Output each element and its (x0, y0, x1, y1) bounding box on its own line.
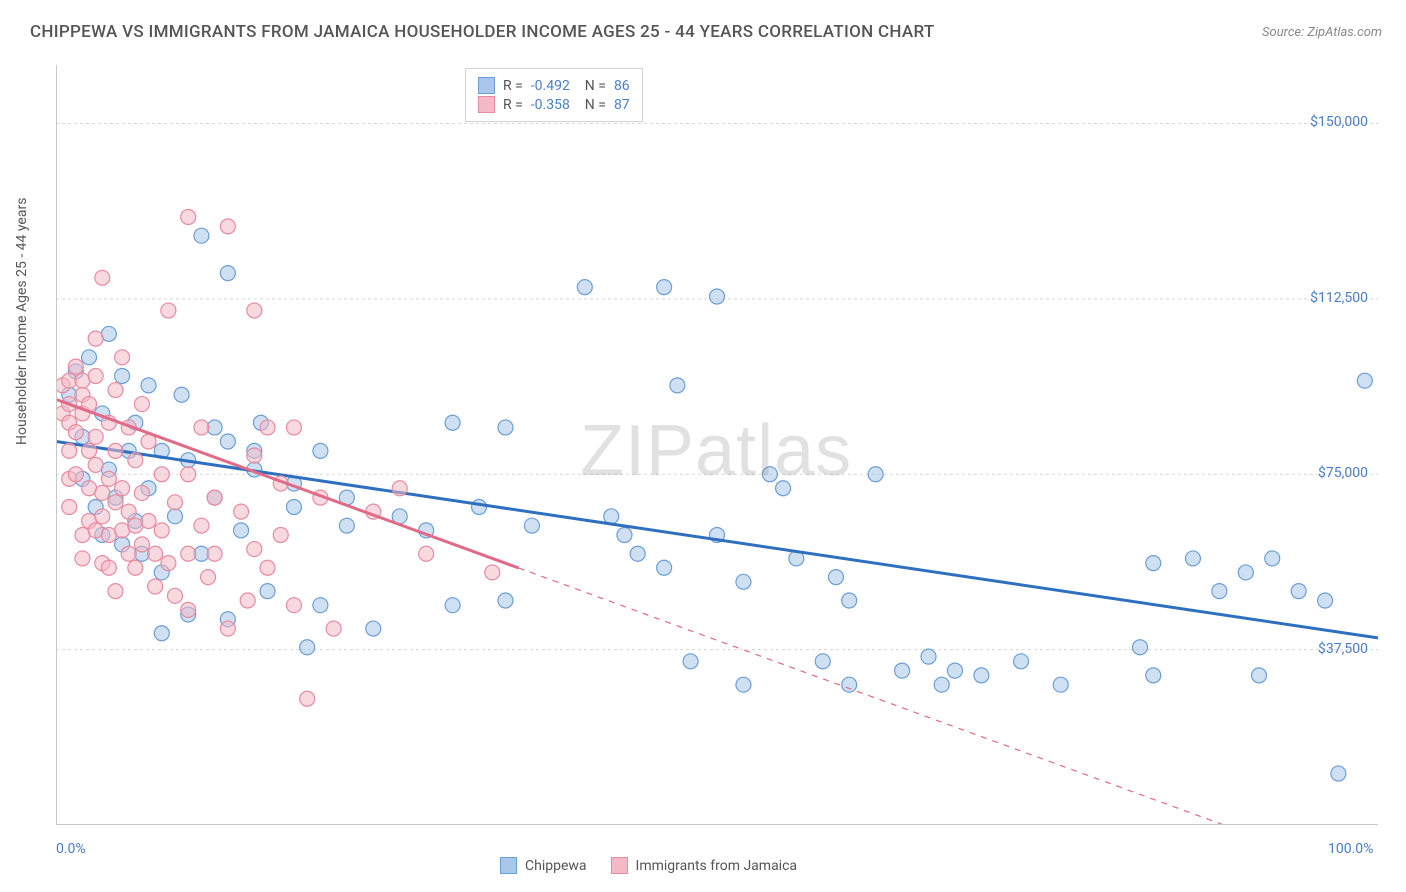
chart-title: CHIPPEWA VS IMMIGRANTS FROM JAMAICA HOUS… (30, 22, 935, 42)
y-axis-label: Householder Income Ages 25 - 44 years (14, 198, 30, 445)
legend-swatch (500, 857, 517, 874)
correlation-row: R = -0.492 N = 86 (478, 77, 630, 94)
correlation-legend: R = -0.492 N = 86 R = -0.358 N = 87 (465, 68, 643, 122)
legend-label: Chippewa (525, 858, 587, 874)
plot-frame (56, 65, 1378, 825)
corr-r-label: R = (503, 97, 523, 113)
corr-n-value: 86 (614, 78, 630, 94)
y-tick-label: $112,500 (1298, 290, 1368, 306)
corr-n-label: N = (578, 97, 606, 113)
correlation-row: R = -0.358 N = 87 (478, 96, 630, 113)
legend-swatch (478, 96, 495, 113)
y-tick-label: $75,000 (1298, 465, 1368, 481)
corr-r-value: -0.358 (531, 97, 570, 113)
legend-item: Chippewa (500, 857, 587, 874)
legend-swatch (611, 857, 628, 874)
legend-item: Immigrants from Jamaica (611, 857, 798, 874)
corr-r-value: -0.492 (531, 78, 570, 94)
y-tick-label: $37,500 (1298, 641, 1368, 657)
corr-n-label: N = (578, 78, 606, 94)
x-tick-label: 0.0% (56, 841, 86, 857)
legend-swatch (478, 77, 495, 94)
corr-r-label: R = (503, 78, 523, 94)
x-tick-label: 100.0% (1328, 841, 1373, 857)
source-attribution: Source: ZipAtlas.com (1262, 25, 1382, 40)
series-legend: Chippewa Immigrants from Jamaica (500, 857, 797, 874)
y-tick-label: $150,000 (1298, 114, 1368, 130)
legend-label: Immigrants from Jamaica (636, 858, 798, 874)
corr-n-value: 87 (614, 97, 630, 113)
